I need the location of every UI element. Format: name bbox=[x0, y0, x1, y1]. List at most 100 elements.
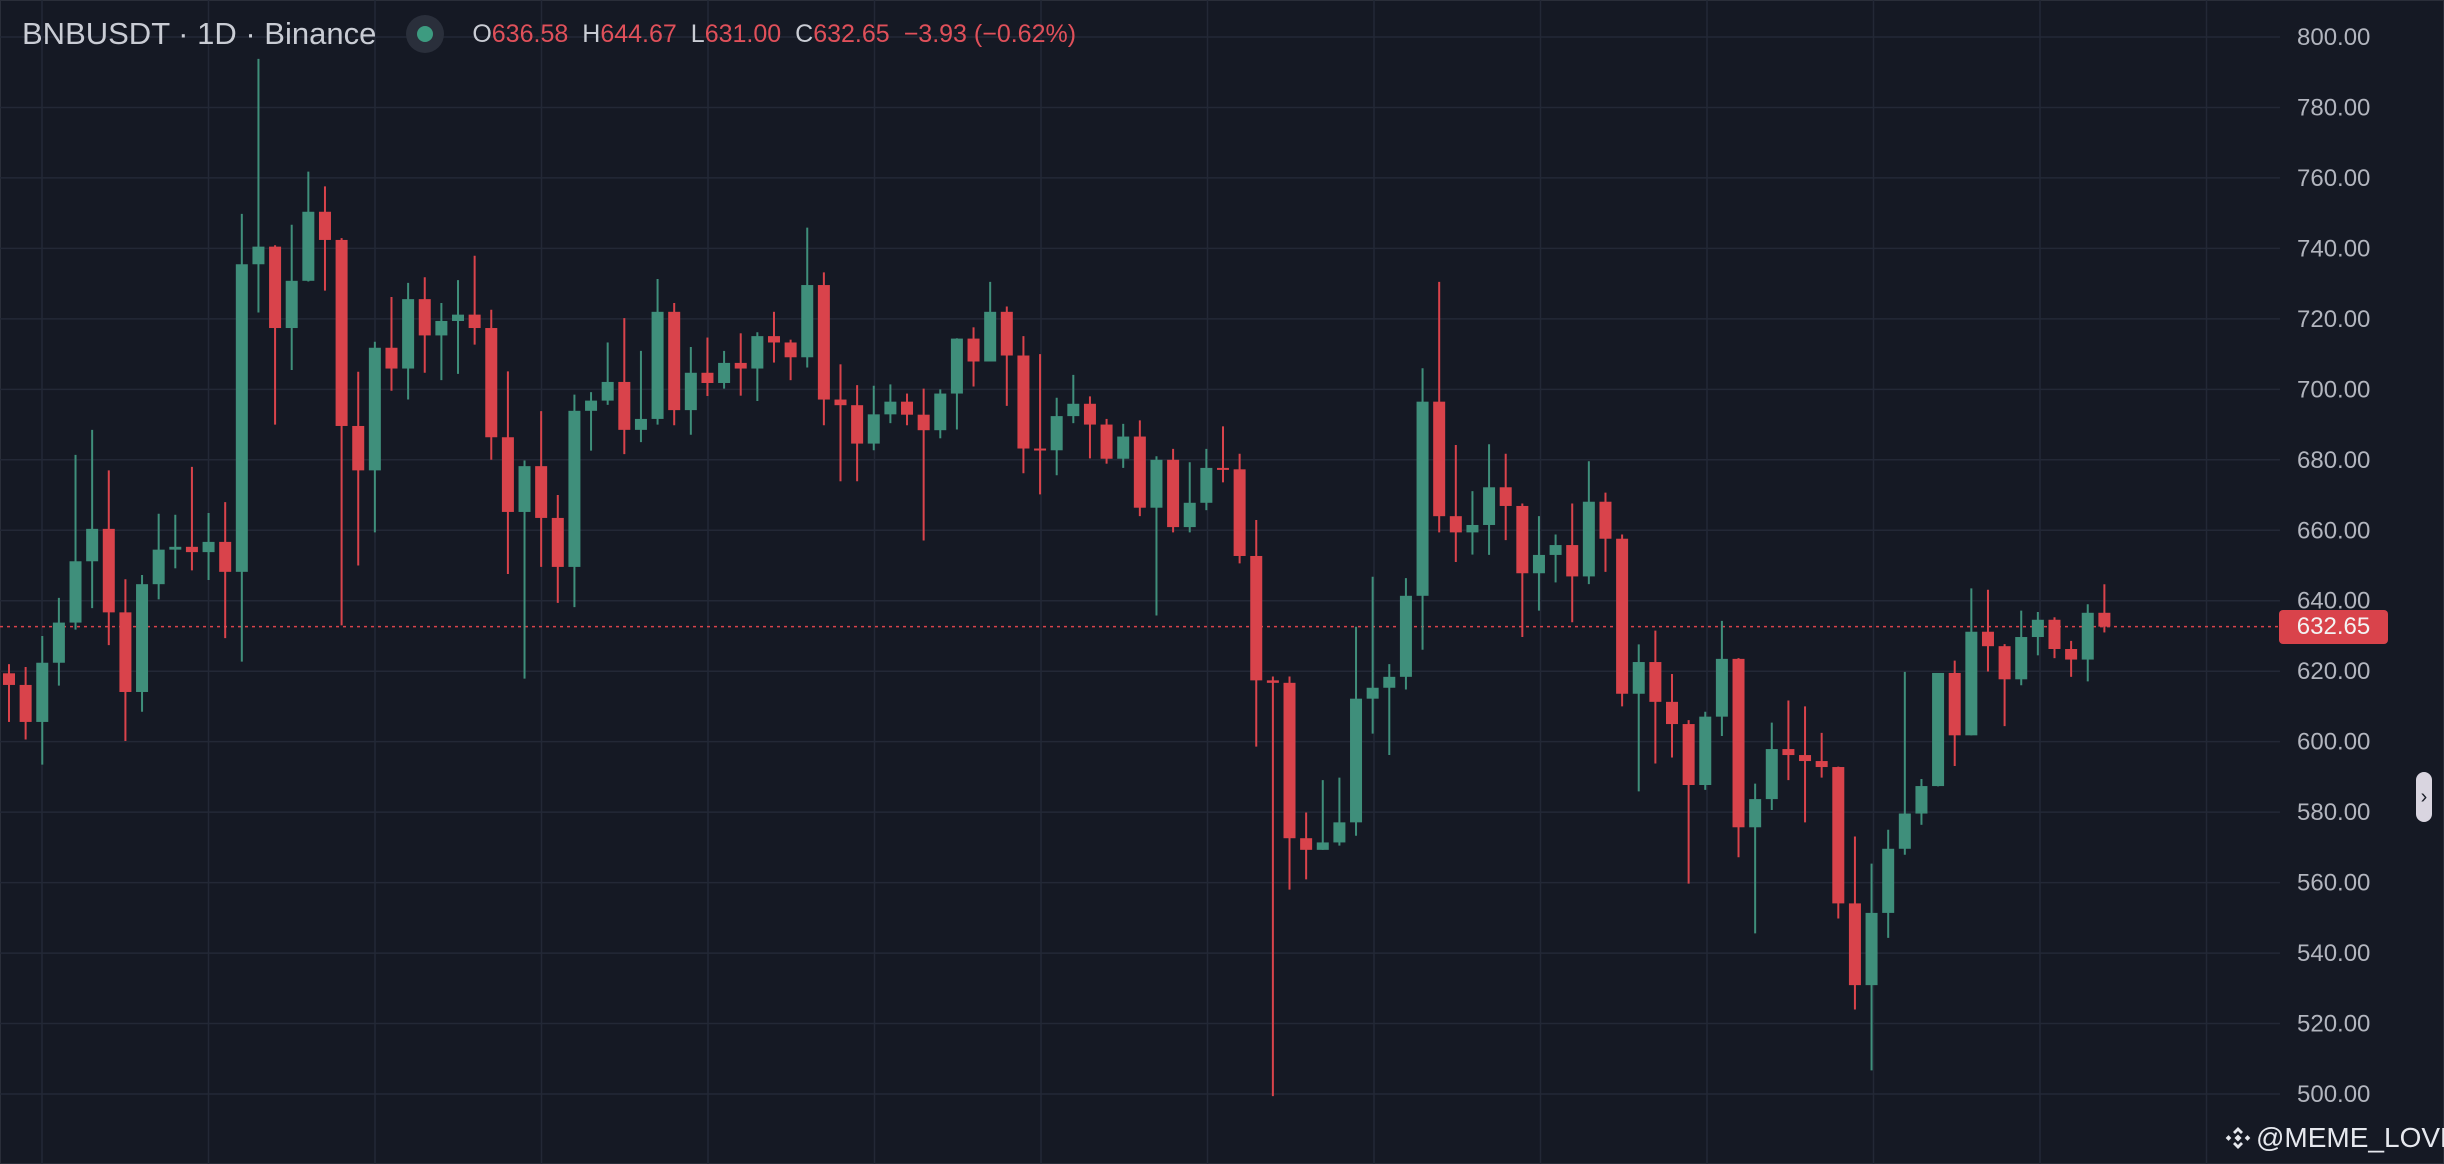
candle-down bbox=[1815, 732, 1828, 778]
candle-body bbox=[884, 401, 897, 415]
candle-body bbox=[1200, 467, 1213, 503]
candle-down bbox=[1682, 720, 1695, 884]
market-status-indicator[interactable] bbox=[406, 15, 445, 53]
low-label: L bbox=[690, 19, 705, 48]
candle-body bbox=[269, 246, 282, 329]
open-label: O bbox=[472, 19, 492, 48]
candle-body bbox=[1067, 403, 1080, 417]
candle-down bbox=[967, 327, 980, 387]
candle-body bbox=[1150, 459, 1163, 508]
candle-down bbox=[1666, 674, 1678, 758]
candle-down bbox=[219, 502, 232, 639]
candle-body bbox=[19, 684, 32, 722]
candle-down bbox=[102, 470, 115, 646]
candle-down bbox=[1832, 766, 1845, 919]
low-value: 631.00 bbox=[704, 19, 782, 48]
candle-body bbox=[2031, 619, 2044, 638]
candle-down bbox=[1948, 660, 1961, 766]
candle-down bbox=[817, 272, 830, 426]
candle-down bbox=[1799, 706, 1812, 823]
candle-up bbox=[934, 389, 947, 439]
candle-body bbox=[302, 211, 315, 281]
candle-up bbox=[2015, 610, 2028, 686]
candle-up bbox=[1765, 722, 1778, 811]
candle-body bbox=[136, 584, 149, 692]
candle-body bbox=[2048, 619, 2061, 650]
candle-up bbox=[1898, 671, 1911, 855]
symbol-title[interactable]: BNBUSDT · 1D · Binance bbox=[22, 16, 377, 51]
candle-down bbox=[535, 411, 548, 567]
candle-body bbox=[452, 314, 465, 321]
candle-body bbox=[1682, 724, 1695, 786]
candle-body bbox=[1782, 749, 1795, 756]
candle-down bbox=[1083, 396, 1096, 459]
candle-body bbox=[1266, 680, 1279, 683]
candle-down bbox=[1599, 492, 1612, 572]
candle-body bbox=[1632, 662, 1645, 694]
candle-body bbox=[352, 425, 365, 471]
candle-body bbox=[1582, 501, 1595, 577]
candle-body bbox=[335, 239, 348, 426]
price-tick-label: 500.00 bbox=[2297, 1081, 2370, 1108]
candle-down bbox=[901, 393, 914, 426]
candle-down bbox=[917, 388, 930, 541]
candle-body bbox=[1483, 487, 1496, 525]
candle-body bbox=[1566, 545, 1579, 577]
candle-down bbox=[318, 186, 331, 291]
candle-down bbox=[1981, 589, 1994, 672]
candle-up bbox=[302, 171, 315, 282]
price-axis[interactable]: 800.00 780.00 760.00 740.00 720.00 700.00 680.… bbox=[2297, 24, 2370, 1108]
candle-body bbox=[684, 372, 697, 411]
candle-up bbox=[252, 58, 265, 313]
candle-up bbox=[718, 350, 731, 389]
candle-body bbox=[834, 399, 847, 406]
candle-down bbox=[3, 664, 15, 722]
price-tick-label: 780.00 bbox=[2297, 94, 2370, 121]
candle-body bbox=[1699, 716, 1712, 786]
candle-body bbox=[1017, 355, 1030, 449]
candle-down bbox=[2065, 640, 2078, 677]
candle-down bbox=[734, 333, 747, 396]
candle-body bbox=[2065, 649, 2078, 660]
candle-body bbox=[2081, 612, 2094, 660]
candle-body bbox=[1250, 555, 1263, 681]
binance-logo-icon bbox=[2225, 1127, 2251, 1149]
candle-body bbox=[202, 541, 215, 553]
candle-down bbox=[1034, 354, 1047, 495]
candle-down bbox=[1283, 676, 1296, 890]
candle-down bbox=[618, 318, 631, 455]
candle-body bbox=[1366, 687, 1379, 699]
candle-body bbox=[984, 311, 997, 362]
candle-up bbox=[152, 513, 165, 600]
candle-body bbox=[618, 381, 631, 430]
candle-body bbox=[1898, 813, 1911, 849]
candle-body bbox=[468, 314, 481, 329]
candle-body bbox=[385, 347, 398, 369]
candle-down bbox=[1133, 420, 1146, 517]
candle-down bbox=[335, 238, 348, 626]
candle-body bbox=[1399, 595, 1412, 677]
candle-up bbox=[1366, 576, 1379, 734]
candle-up bbox=[2031, 612, 2044, 656]
candle-body bbox=[318, 211, 331, 240]
candle-down bbox=[784, 339, 797, 381]
candle-body bbox=[867, 414, 880, 444]
scroll-to-realtime-button[interactable]: › bbox=[2416, 772, 2432, 822]
candles bbox=[3, 58, 2111, 1097]
price-tick-label: 620.00 bbox=[2297, 658, 2370, 685]
candle-down bbox=[551, 495, 564, 603]
candle-body bbox=[86, 528, 99, 562]
price-tick-label: 760.00 bbox=[2297, 165, 2370, 192]
price-change: −3.93 (−0.62%) bbox=[903, 19, 1077, 48]
candle-down bbox=[1782, 700, 1795, 781]
candle-up bbox=[1333, 777, 1346, 846]
candle-down bbox=[418, 277, 431, 373]
candle-body bbox=[1083, 403, 1096, 425]
candle-body bbox=[52, 622, 65, 663]
candle-up bbox=[801, 227, 814, 368]
candle-up bbox=[1915, 779, 1928, 825]
candle-up bbox=[86, 429, 99, 609]
candle-up bbox=[684, 347, 697, 435]
candle-up bbox=[1632, 644, 1645, 792]
